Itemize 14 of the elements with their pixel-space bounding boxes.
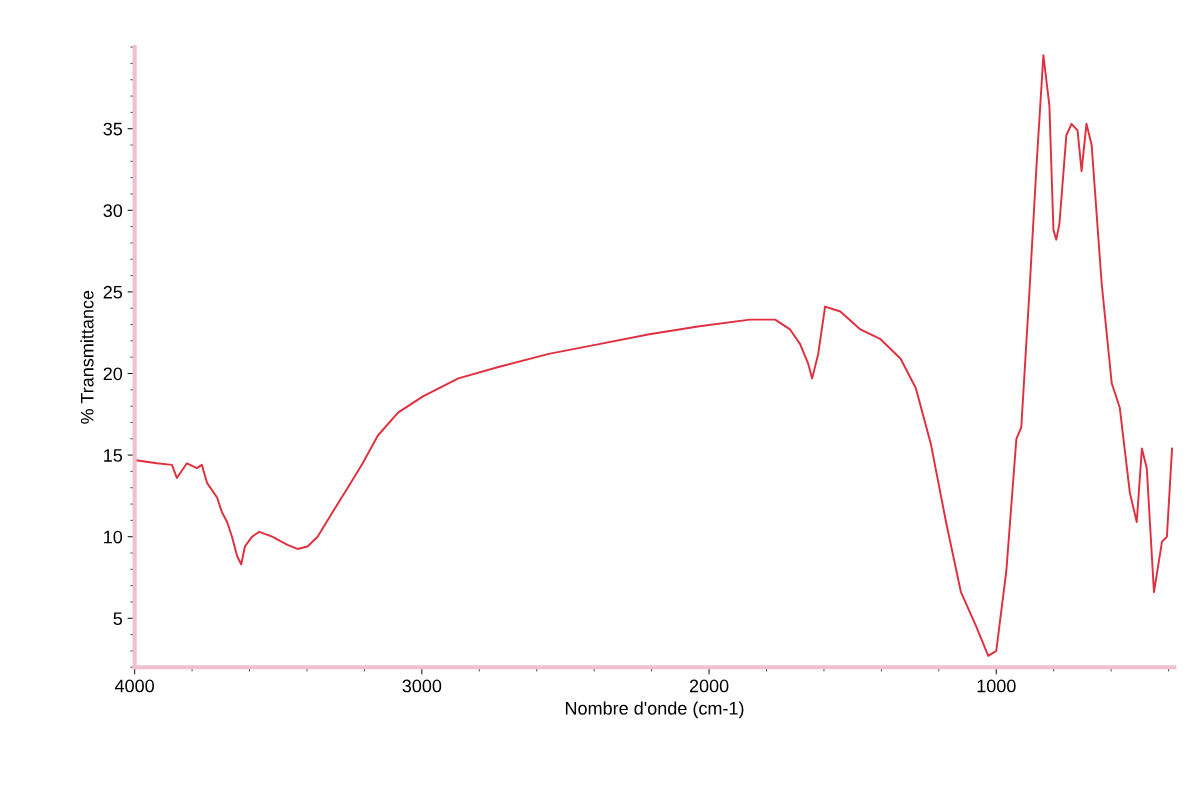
x-axis-title: Nombre d'onde (cm-1) (565, 701, 744, 719)
x-tick-label: 4000 (114, 679, 154, 693)
x-tick-label: 1000 (977, 679, 1016, 693)
y-axis-title: % Transmittance (80, 290, 94, 424)
y-tick-label: 20 (103, 367, 123, 381)
y-tick-label: 5 (113, 612, 123, 626)
y-tick-label: 30 (103, 204, 123, 218)
y-tick-label: 15 (104, 449, 123, 462)
y-tick-label: 35 (103, 122, 123, 136)
line-series (134, 54, 1174, 657)
y-tick-label: 25 (103, 285, 123, 299)
x-tick-label: 3000 (402, 679, 442, 693)
y-tick-label: 10 (104, 530, 123, 544)
x-tick-label: 2000 (689, 679, 729, 693)
